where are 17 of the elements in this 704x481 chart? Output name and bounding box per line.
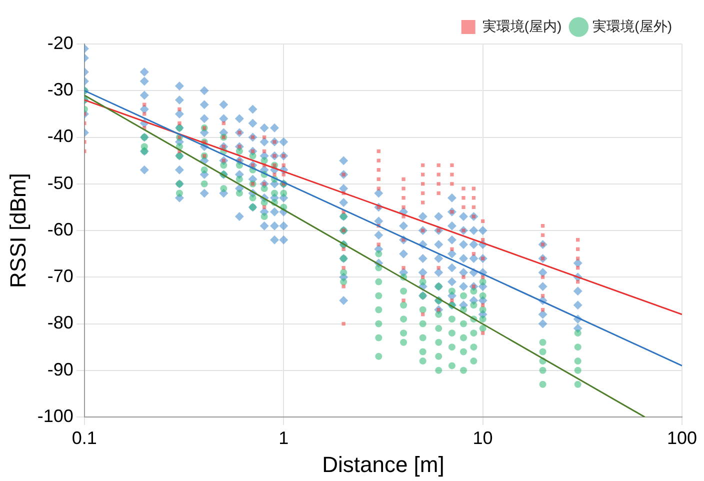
y-tick-label: -80 [47, 312, 74, 333]
x-tick-label: 0.1 [72, 428, 97, 448]
x-axis-title: Distance [m] [322, 452, 444, 477]
y-tick-label: -40 [47, 126, 74, 146]
y-tick-label: -60 [47, 219, 74, 240]
y-axis-title: RSSI [dBm] [5, 173, 30, 288]
y-tick-label: -90 [47, 359, 74, 380]
x-tick-label: 10 [472, 428, 493, 448]
y-tick-label: -20 [47, 32, 74, 53]
y-tick-label: -70 [47, 266, 74, 286]
y-tick-label: -50 [47, 172, 74, 193]
legend-label: 実環境(屋内) [482, 18, 562, 34]
y-tick-label: -100 [37, 406, 74, 426]
y-tick-label: -30 [47, 80, 74, 100]
legend-label: 実環境(屋外) [592, 18, 672, 34]
x-tick-label: 1 [278, 428, 289, 448]
x-tick-label: 100 [666, 428, 698, 448]
